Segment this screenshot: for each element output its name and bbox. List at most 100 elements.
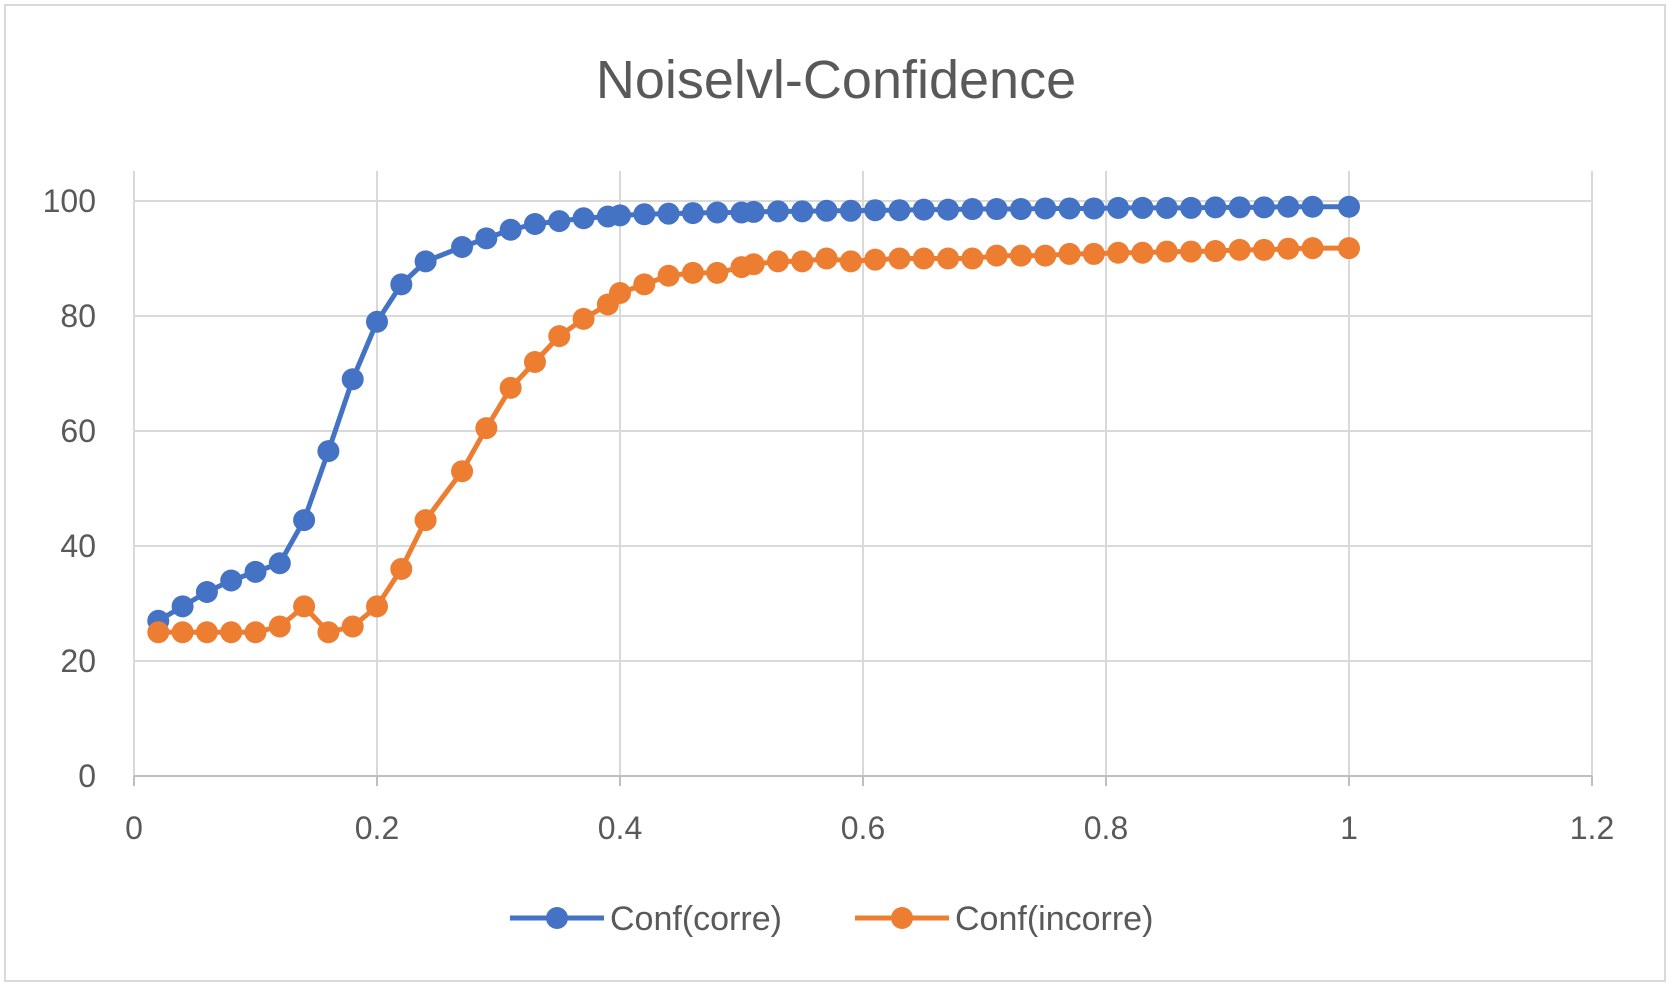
data-point [766, 250, 789, 273]
data-point [451, 460, 474, 483]
data-point [1082, 197, 1105, 220]
data-point [1252, 238, 1275, 261]
data-point [390, 273, 413, 296]
data-point [681, 202, 704, 225]
data-point [1009, 244, 1032, 267]
data-point [523, 351, 546, 373]
data-point [244, 621, 267, 644]
data-point [1277, 237, 1300, 260]
series-1 [147, 195, 1360, 632]
y-tick-label: 80 [60, 298, 96, 334]
data-point [548, 210, 571, 233]
data-point [1252, 196, 1275, 219]
data-point [609, 282, 631, 304]
x-tick-labels: 0 0.2 0.4 0.6 0.8 1 1.2 [125, 810, 1614, 846]
data-point [1131, 241, 1154, 264]
data-point [706, 261, 729, 284]
legend-item-1: Conf(corre) [510, 900, 782, 938]
data-point [657, 264, 680, 287]
data-point [681, 261, 704, 284]
y-tick-labels: 0 20 40 60 80 100 [43, 183, 96, 794]
x-tick-label: 0.2 [355, 810, 399, 846]
data-point [195, 621, 218, 644]
data-point [220, 621, 243, 644]
series-line [158, 245, 1349, 635]
data-point [1034, 197, 1057, 220]
data-point [985, 244, 1008, 267]
data-point [864, 248, 887, 271]
legend-marker [891, 907, 913, 929]
data-point [475, 227, 498, 250]
data-point [548, 325, 571, 348]
y-tick-label: 40 [60, 528, 96, 564]
data-point [341, 368, 364, 391]
data-point [293, 595, 316, 618]
legend-label: Conf(incorre) [955, 900, 1153, 938]
data-point [657, 202, 680, 225]
x-tick-label: 0.6 [841, 810, 885, 846]
data-point [1009, 198, 1032, 221]
data-point [366, 310, 388, 333]
data-point [195, 581, 218, 603]
data-point [1058, 197, 1081, 220]
data-point [1301, 195, 1324, 218]
data-point [864, 199, 887, 222]
chart-frame [4, 4, 1666, 982]
chart-title: Noiselvl-Confidence [596, 50, 1076, 110]
data-point [499, 376, 522, 399]
data-point [244, 560, 267, 583]
y-tick-label: 60 [60, 413, 96, 449]
data-point [1082, 242, 1105, 265]
data-point [451, 236, 474, 258]
data-point [1107, 196, 1130, 219]
data-point [985, 198, 1008, 221]
data-point [839, 199, 862, 222]
data-point [742, 253, 765, 276]
data-point [937, 198, 960, 221]
data-point [1107, 241, 1130, 264]
data-point [293, 509, 316, 532]
data-point [1228, 196, 1251, 219]
data-point [268, 615, 291, 638]
data-point [1301, 237, 1324, 260]
y-tick-label: 0 [78, 758, 96, 794]
data-point [888, 247, 911, 270]
legend-label: Conf(corre) [610, 900, 782, 938]
data-point [171, 595, 194, 618]
data-point [1180, 196, 1203, 219]
series-2 [147, 237, 1360, 644]
x-tick-label: 0.8 [1084, 810, 1128, 846]
data-point [366, 595, 388, 618]
data-point [268, 552, 291, 575]
data-point [147, 621, 170, 644]
data-point [839, 250, 862, 273]
y-tick-label: 100 [43, 183, 96, 219]
data-point [220, 569, 243, 592]
y-tick-label: 20 [60, 643, 96, 679]
data-point [414, 509, 437, 532]
data-point [171, 621, 194, 644]
data-point [815, 247, 838, 270]
data-point [572, 207, 595, 230]
data-point [633, 273, 656, 296]
legend-item-2: Conf(incorre) [855, 900, 1153, 938]
data-point [1204, 196, 1227, 219]
data-point [742, 200, 765, 223]
data-point [961, 198, 984, 221]
data-point [706, 201, 729, 224]
data-point [766, 200, 789, 223]
data-point [475, 417, 498, 440]
data-point [572, 307, 595, 330]
data-point [961, 247, 984, 270]
data-point [1155, 240, 1178, 263]
data-point [815, 199, 838, 222]
data-point [1131, 196, 1154, 219]
gridlines [133, 171, 1593, 776]
data-point [1058, 242, 1081, 265]
data-point [390, 558, 413, 580]
data-point [1277, 195, 1300, 218]
data-point [317, 621, 340, 644]
series-lines [147, 195, 1360, 644]
data-point [1338, 195, 1360, 218]
